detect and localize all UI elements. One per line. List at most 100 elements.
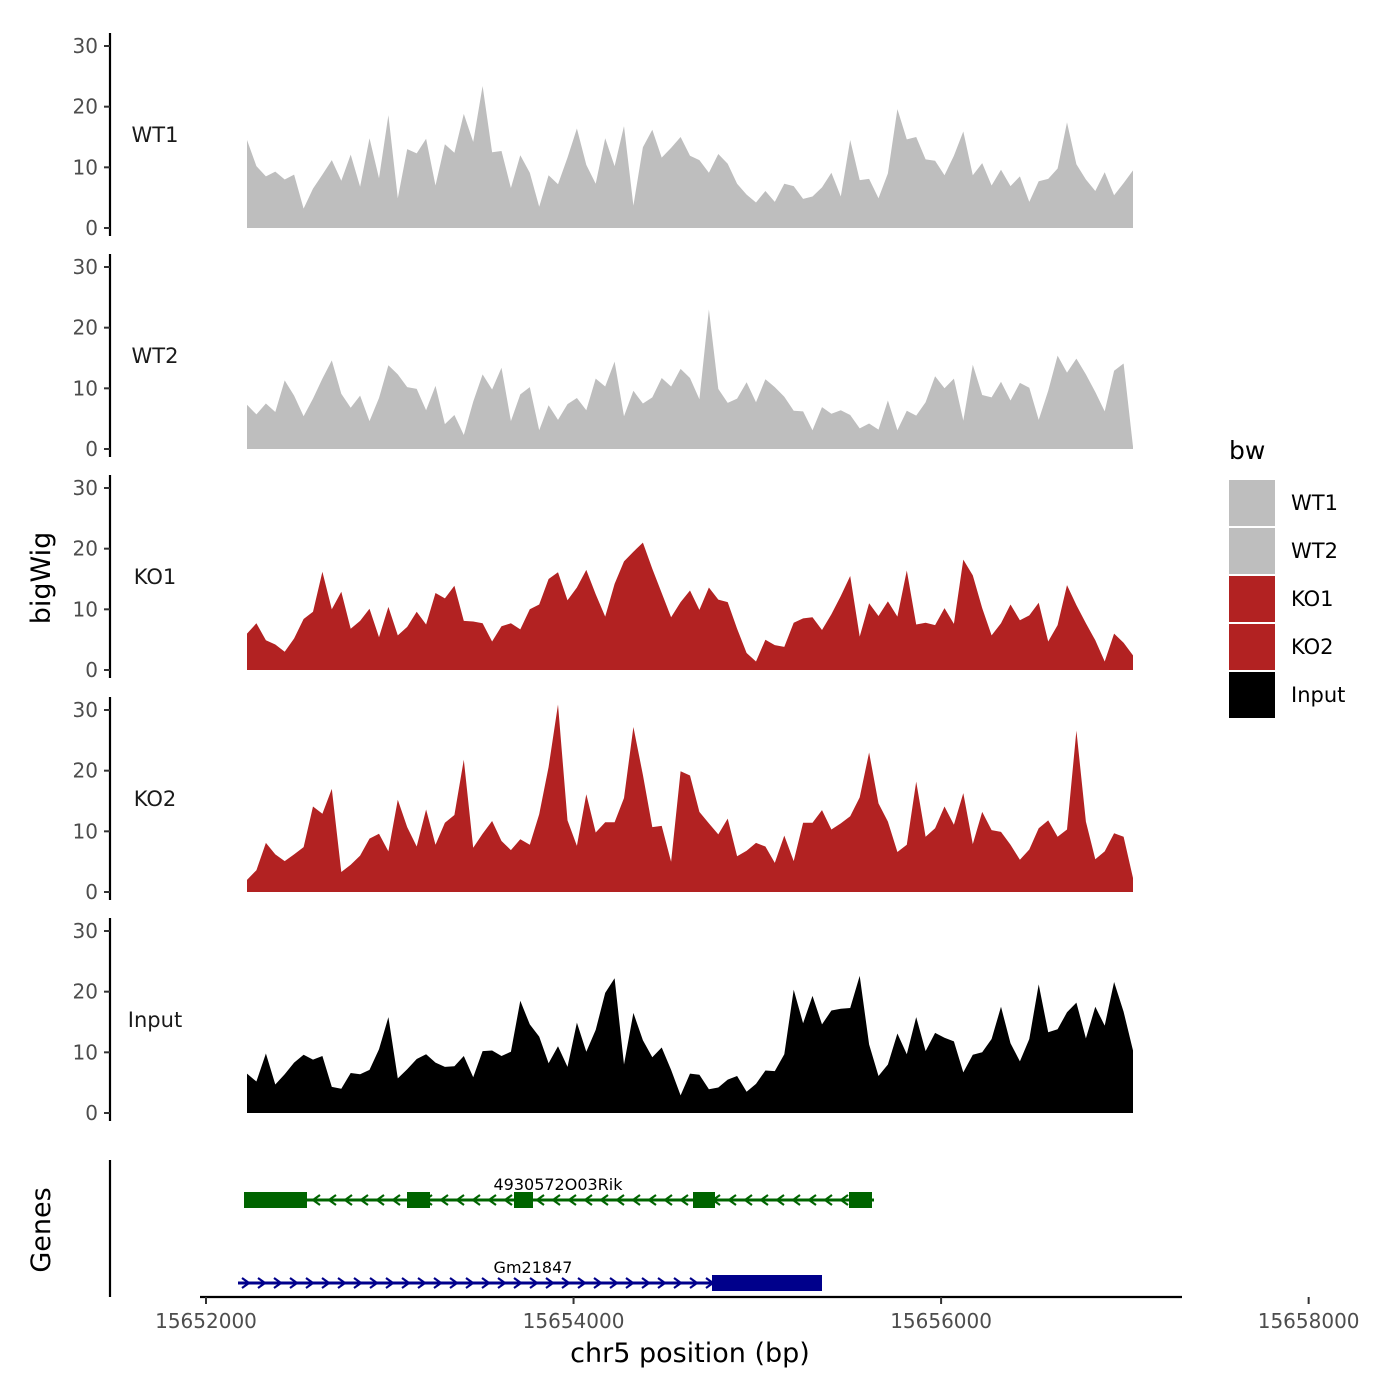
- legend-label-ko1: KO1: [1291, 587, 1334, 611]
- x-axis: 15652000 15654000 15656000 15658000: [155, 1295, 1360, 1333]
- gene-exon: [407, 1192, 430, 1208]
- strand-arrow: [743, 1194, 753, 1206]
- strand-arrow: [513, 1277, 523, 1289]
- strand-arrow: [791, 1194, 801, 1206]
- legend-label-wt1: WT1: [1291, 491, 1338, 515]
- strand-arrow: [497, 1277, 507, 1289]
- strand-arrow: [337, 1277, 347, 1289]
- strand-arrow: [503, 1194, 513, 1206]
- y-tick-label: 20: [73, 759, 98, 783]
- strand-arrow: [775, 1194, 785, 1206]
- y-axis-title: bigWig: [26, 532, 57, 625]
- track-label-wt2: WT2: [132, 344, 179, 368]
- strand-arrow: [343, 1194, 353, 1206]
- y-tick-label: 0: [85, 437, 98, 461]
- strand-arrow: [567, 1194, 577, 1206]
- strand-arrow: [593, 1277, 603, 1289]
- track-label-wt1: WT1: [132, 123, 179, 147]
- y-tick-label: 30: [73, 476, 98, 500]
- gene-exon: [244, 1192, 307, 1208]
- strand-arrow: [727, 1194, 737, 1206]
- y-tick-label: 10: [73, 376, 98, 400]
- strand-arrow: [583, 1194, 593, 1206]
- genes-axis-title: Genes: [26, 1187, 57, 1272]
- strand-arrow: [375, 1194, 385, 1206]
- gene-gm21847: Gm21847: [238, 1258, 822, 1291]
- y-tick-label: 30: [73, 255, 98, 279]
- strand-arrow: [609, 1277, 619, 1289]
- strand-arrow: [417, 1277, 427, 1289]
- y-tick-label: 20: [73, 537, 98, 561]
- strand-arrow: [391, 1194, 401, 1206]
- legend-label-wt2: WT2: [1291, 539, 1338, 563]
- signal-tracks: 0 10 20 30 WT1 0 10 20 30 WT2 0 10 20 30 KO1 0 10 20 30 KO2…: [73, 33, 1133, 1125]
- track-label-ko2: KO2: [134, 787, 177, 811]
- track-label-input: Input: [128, 1008, 182, 1032]
- signal-area-wt2: [247, 309, 1133, 449]
- strand-arrow: [551, 1194, 561, 1206]
- track-wt1: 0 10 20 30 WT1: [73, 33, 1133, 240]
- strand-arrow: [689, 1277, 699, 1289]
- y-tick-label: 30: [73, 698, 98, 722]
- strand-arrow: [807, 1194, 817, 1206]
- strand-arrow: [759, 1194, 769, 1206]
- y-tick-label: 0: [85, 216, 98, 240]
- gene-4930572o03rik: 4930572O03Rik: [244, 1175, 874, 1208]
- strand-arrow: [545, 1277, 555, 1289]
- strand-arrow: [535, 1194, 545, 1206]
- strand-arrow: [353, 1277, 363, 1289]
- strand-arrow: [663, 1194, 673, 1206]
- y-tick-label: 10: [73, 1040, 98, 1064]
- y-tick-label: 10: [73, 597, 98, 621]
- track-wt2: 0 10 20 30 WT2: [73, 254, 1133, 461]
- track-label-ko1: KO1: [134, 565, 177, 589]
- strand-arrow: [305, 1277, 315, 1289]
- y-tick-label: 20: [73, 95, 98, 119]
- x-axis-title: chr5 position (bp): [570, 1338, 810, 1369]
- strand-arrow: [273, 1277, 283, 1289]
- strand-arrow: [647, 1194, 657, 1206]
- strand-arrow: [471, 1194, 481, 1206]
- strand-arrow: [641, 1277, 651, 1289]
- strand-arrow: [657, 1277, 667, 1289]
- strand-arrow: [433, 1277, 443, 1289]
- legend-label-ko2: KO2: [1291, 635, 1334, 659]
- strand-arrow: [823, 1194, 833, 1206]
- y-tick-label: 0: [85, 880, 98, 904]
- strand-arrow: [465, 1277, 475, 1289]
- legend-swatch-input: [1229, 672, 1275, 718]
- track-input: 0 10 20 30 Input: [73, 918, 1133, 1125]
- x-tick-label: 15656000: [890, 1309, 992, 1333]
- gene-exon: [514, 1192, 533, 1208]
- strand-arrow: [577, 1277, 587, 1289]
- strand-arrow: [673, 1277, 683, 1289]
- strand-arrow: [455, 1194, 465, 1206]
- strand-arrow: [401, 1277, 411, 1289]
- strand-arrow: [449, 1277, 459, 1289]
- strand-arrow: [679, 1194, 689, 1206]
- y-tick-label: 30: [73, 919, 98, 943]
- gene-exon: [849, 1192, 872, 1208]
- y-tick-label: 0: [85, 658, 98, 682]
- strand-arrow: [487, 1194, 497, 1206]
- strand-arrow: [529, 1277, 539, 1289]
- gene-exon: [693, 1192, 715, 1208]
- gene-label: Gm21847: [494, 1258, 573, 1277]
- legend-swatch-ko2: [1229, 624, 1275, 670]
- strand-arrow: [439, 1194, 449, 1206]
- y-tick-label: 20: [73, 316, 98, 340]
- legend-title: bw: [1229, 436, 1265, 465]
- y-tick-label: 10: [73, 155, 98, 179]
- gene-label: 4930572O03Rik: [493, 1175, 623, 1194]
- strand-arrow: [561, 1277, 571, 1289]
- strand-arrow: [327, 1194, 337, 1206]
- legend-label-input: Input: [1291, 683, 1345, 707]
- signal-area-wt1: [247, 86, 1133, 228]
- x-tick-label: 15658000: [1258, 1309, 1360, 1333]
- strand-arrow: [311, 1194, 321, 1206]
- y-tick-label: 0: [85, 1101, 98, 1125]
- strand-arrow: [369, 1277, 379, 1289]
- x-tick-label: 15654000: [523, 1309, 625, 1333]
- gene-exon: [712, 1275, 822, 1291]
